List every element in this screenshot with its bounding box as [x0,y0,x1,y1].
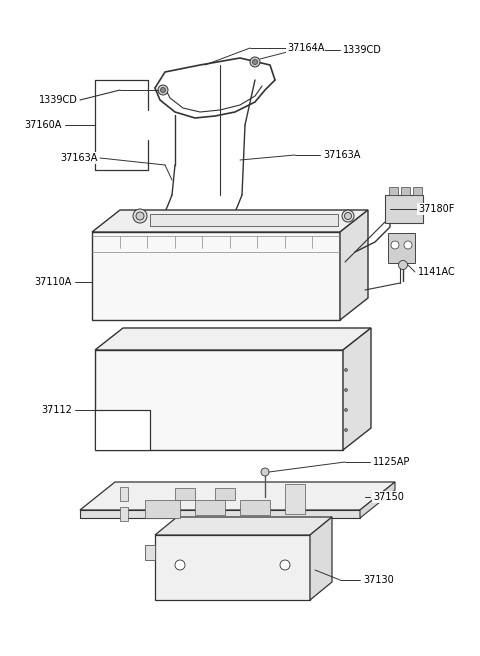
Circle shape [398,260,408,270]
Circle shape [158,85,168,95]
Polygon shape [389,187,398,195]
Polygon shape [285,484,305,514]
Circle shape [342,210,354,222]
Polygon shape [95,328,371,350]
Circle shape [252,60,257,64]
Polygon shape [155,535,310,600]
Circle shape [175,560,185,570]
Circle shape [280,560,290,570]
Polygon shape [145,545,155,560]
Text: 37130: 37130 [363,575,394,585]
Circle shape [160,87,166,92]
Polygon shape [401,187,410,195]
Polygon shape [340,210,368,320]
Circle shape [345,369,348,371]
Text: 1125AP: 1125AP [373,457,410,467]
Polygon shape [175,488,195,500]
Circle shape [345,213,351,220]
Polygon shape [385,195,423,223]
Polygon shape [150,214,338,226]
Polygon shape [120,507,128,521]
Text: 37150: 37150 [373,492,404,502]
Text: 37164A: 37164A [287,43,324,53]
Circle shape [345,428,348,432]
Polygon shape [195,500,225,515]
Circle shape [345,409,348,411]
Circle shape [133,209,147,223]
Polygon shape [95,410,150,450]
Circle shape [345,388,348,392]
Text: 37160A: 37160A [24,120,62,130]
Polygon shape [215,488,235,500]
Polygon shape [145,500,180,518]
Circle shape [391,241,399,249]
Polygon shape [240,500,270,515]
Polygon shape [413,187,422,195]
Text: 37163A: 37163A [60,153,98,163]
Polygon shape [92,210,368,232]
Polygon shape [155,517,332,535]
Polygon shape [310,517,332,600]
Circle shape [250,57,260,67]
Polygon shape [120,487,128,501]
Polygon shape [360,482,395,518]
Text: 1339CD: 1339CD [343,45,382,55]
Text: 37110A: 37110A [35,277,72,287]
Polygon shape [388,233,415,263]
Polygon shape [343,328,371,450]
Polygon shape [92,232,340,320]
Circle shape [136,212,144,220]
Text: 37112: 37112 [41,405,72,415]
Polygon shape [95,350,343,450]
Text: 1141AC: 1141AC [418,267,456,277]
Polygon shape [80,510,360,518]
Text: 37180F: 37180F [418,204,455,214]
Circle shape [261,468,269,476]
Polygon shape [80,482,395,510]
Text: 1339CD: 1339CD [39,95,78,105]
Circle shape [404,241,412,249]
Text: 37163A: 37163A [323,150,360,160]
